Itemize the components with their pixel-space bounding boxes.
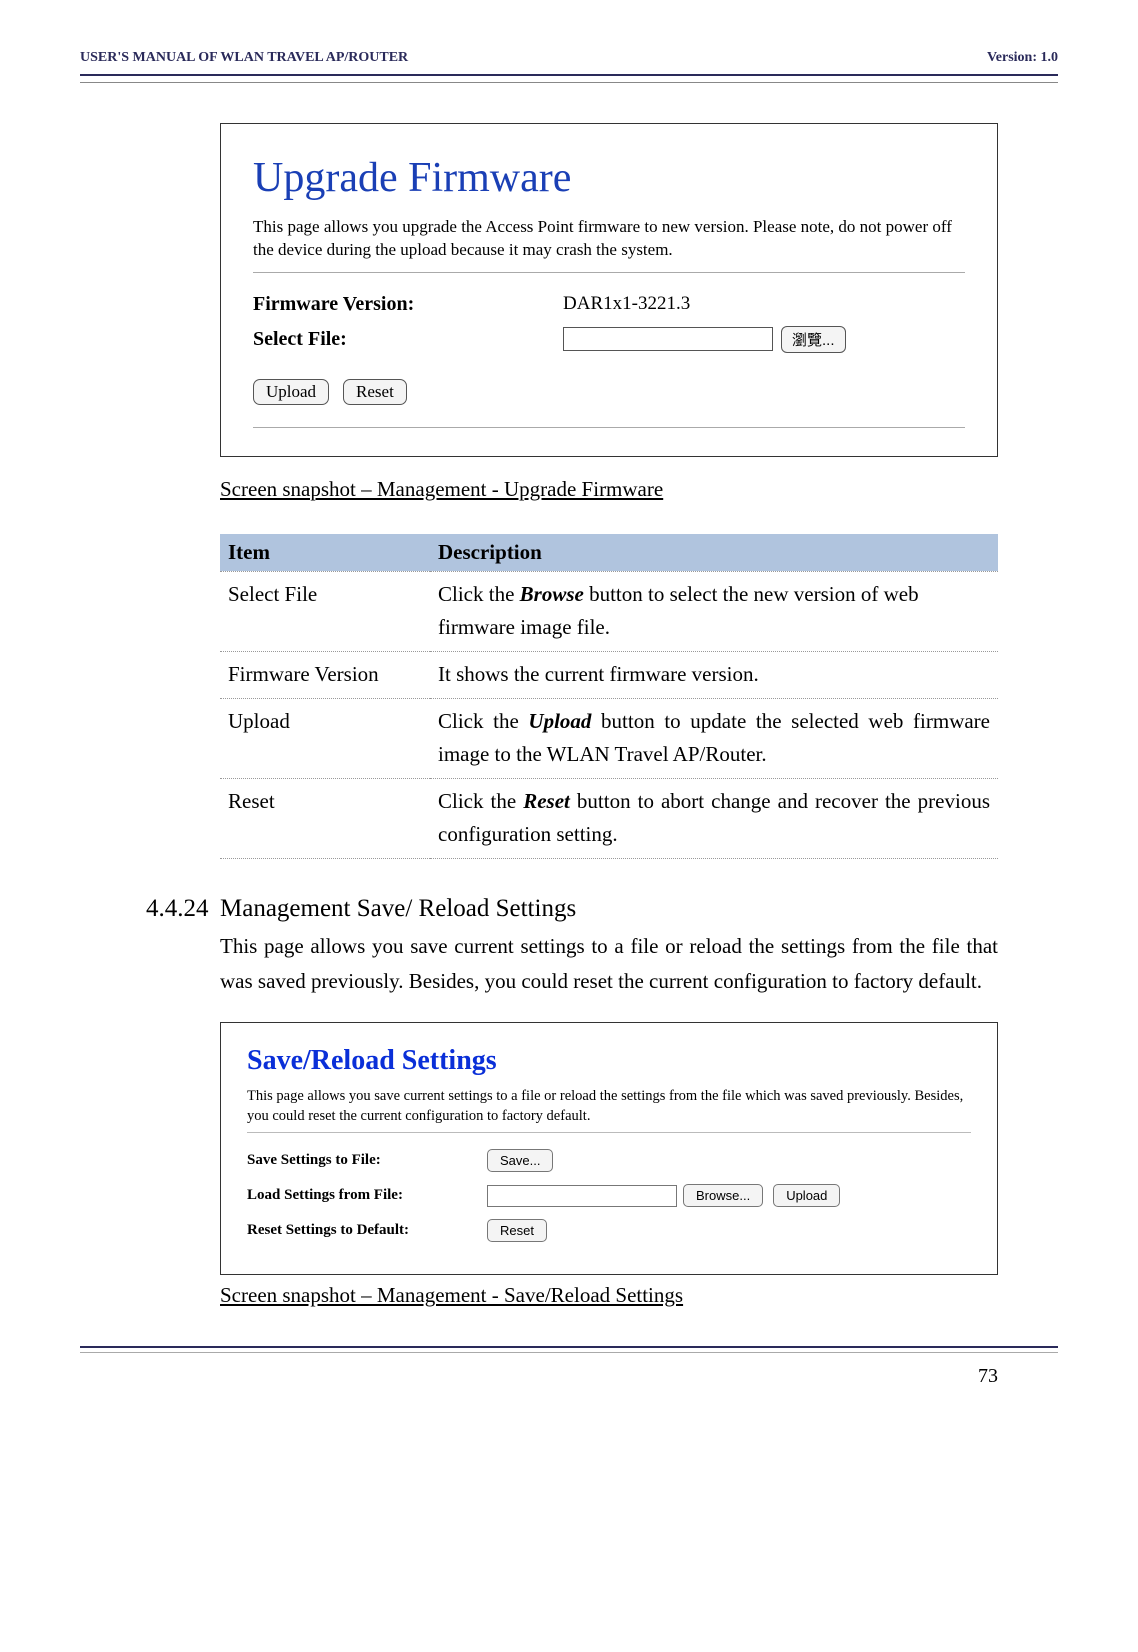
description-table: Item Description Select File Click the B… [220, 534, 998, 859]
select-file-label: Select File: [253, 328, 563, 351]
caption-upgrade: Screen snapshot – Management - Upgrade F… [220, 477, 998, 502]
table-cell-desc: It shows the current firmware version. [430, 652, 998, 699]
section-heading: 4.4.24 Management Save/ Reload Settings [220, 895, 998, 923]
reset-button[interactable]: Reset [343, 379, 407, 405]
section-title: Management Save/ Reload Settings [220, 895, 576, 923]
firmware-version-value: DAR1x1-3221.3 [563, 293, 690, 315]
load-settings-label: Load Settings from File: [247, 1187, 487, 1204]
table-cell-desc: Click the Browse button to select the ne… [430, 571, 998, 651]
header-rule [80, 74, 1058, 76]
save-reload-divider [247, 1132, 971, 1133]
table-header-desc: Description [430, 534, 998, 572]
emph-reset: Reset [523, 789, 570, 813]
header-sub-rule [80, 82, 1058, 83]
save-button[interactable]: Save... [487, 1149, 553, 1172]
firmware-version-label: Firmware Version: [253, 293, 563, 316]
panel-divider-bottom [253, 427, 965, 428]
table-row: Reset Click the Reset button to abort ch… [220, 778, 998, 858]
table-cell-item: Select File [220, 571, 430, 651]
table-row: Upload Click the Upload button to update… [220, 698, 998, 778]
browse-button[interactable]: 瀏覽... [781, 326, 846, 353]
footer-rule [80, 1346, 1058, 1348]
table-row: Firmware Version It shows the current fi… [220, 652, 998, 699]
upload-button[interactable]: Upload [253, 379, 329, 405]
browse-button-sr[interactable]: Browse... [683, 1184, 763, 1207]
table-cell-item: Firmware Version [220, 652, 430, 699]
table-header-item: Item [220, 534, 430, 572]
page-number: 73 [60, 1365, 998, 1388]
section-body: This page allows you save current settin… [220, 929, 998, 998]
reset-settings-label: Reset Settings to Default: [247, 1222, 487, 1239]
table-row: Select File Click the Browse button to s… [220, 571, 998, 651]
load-settings-input[interactable] [487, 1185, 677, 1207]
table-cell-item: Reset [220, 778, 430, 858]
upgrade-button-row: Upload Reset [253, 379, 965, 405]
table-cell-desc: Click the Reset button to abort change a… [430, 778, 998, 858]
save-settings-row: Save Settings to File: Save... [247, 1149, 971, 1172]
upgrade-title: Upgrade Firmware [253, 154, 965, 202]
table-cell-item: Upload [220, 698, 430, 778]
upload-button-sr[interactable]: Upload [773, 1184, 840, 1207]
save-reload-desc: This page allows you save current settin… [247, 1087, 971, 1126]
table-header-row: Item Description [220, 534, 998, 572]
upgrade-firmware-panel: Upgrade Firmware This page allows you up… [220, 123, 998, 457]
caption-save-reload: Screen snapshot – Management - Save/Relo… [220, 1283, 998, 1308]
table-cell-desc: Click the Upload button to update the se… [430, 698, 998, 778]
emph-upload: Upload [528, 709, 591, 733]
text-part: Click the [438, 582, 520, 606]
upgrade-desc: This page allows you upgrade the Access … [253, 216, 965, 262]
reset-settings-row: Reset Settings to Default: Reset [247, 1219, 971, 1242]
footer-sub-rule [80, 1352, 1058, 1353]
header-left: USER'S MANUAL OF WLAN TRAVEL AP/ROUTER [80, 50, 408, 66]
reset-button-sr[interactable]: Reset [487, 1219, 547, 1242]
text-part: Click the [438, 789, 523, 813]
panel-divider [253, 272, 965, 273]
page-header: USER'S MANUAL OF WLAN TRAVEL AP/ROUTER V… [60, 50, 1078, 74]
section-number: 4.4.24 [140, 895, 220, 923]
select-file-input[interactable] [563, 327, 773, 351]
firmware-version-row: Firmware Version: DAR1x1-3221.3 [253, 293, 965, 316]
save-reload-title: Save/Reload Settings [247, 1045, 971, 1077]
load-settings-row: Load Settings from File: Browse... Uploa… [247, 1184, 971, 1207]
select-file-row: Select File: 瀏覽... [253, 326, 965, 353]
text-part: Click the [438, 709, 528, 733]
save-settings-label: Save Settings to File: [247, 1152, 487, 1169]
save-reload-panel: Save/Reload Settings This page allows yo… [220, 1022, 998, 1275]
header-right: Version: 1.0 [987, 50, 1058, 66]
emph-browse: Browse [520, 582, 584, 606]
